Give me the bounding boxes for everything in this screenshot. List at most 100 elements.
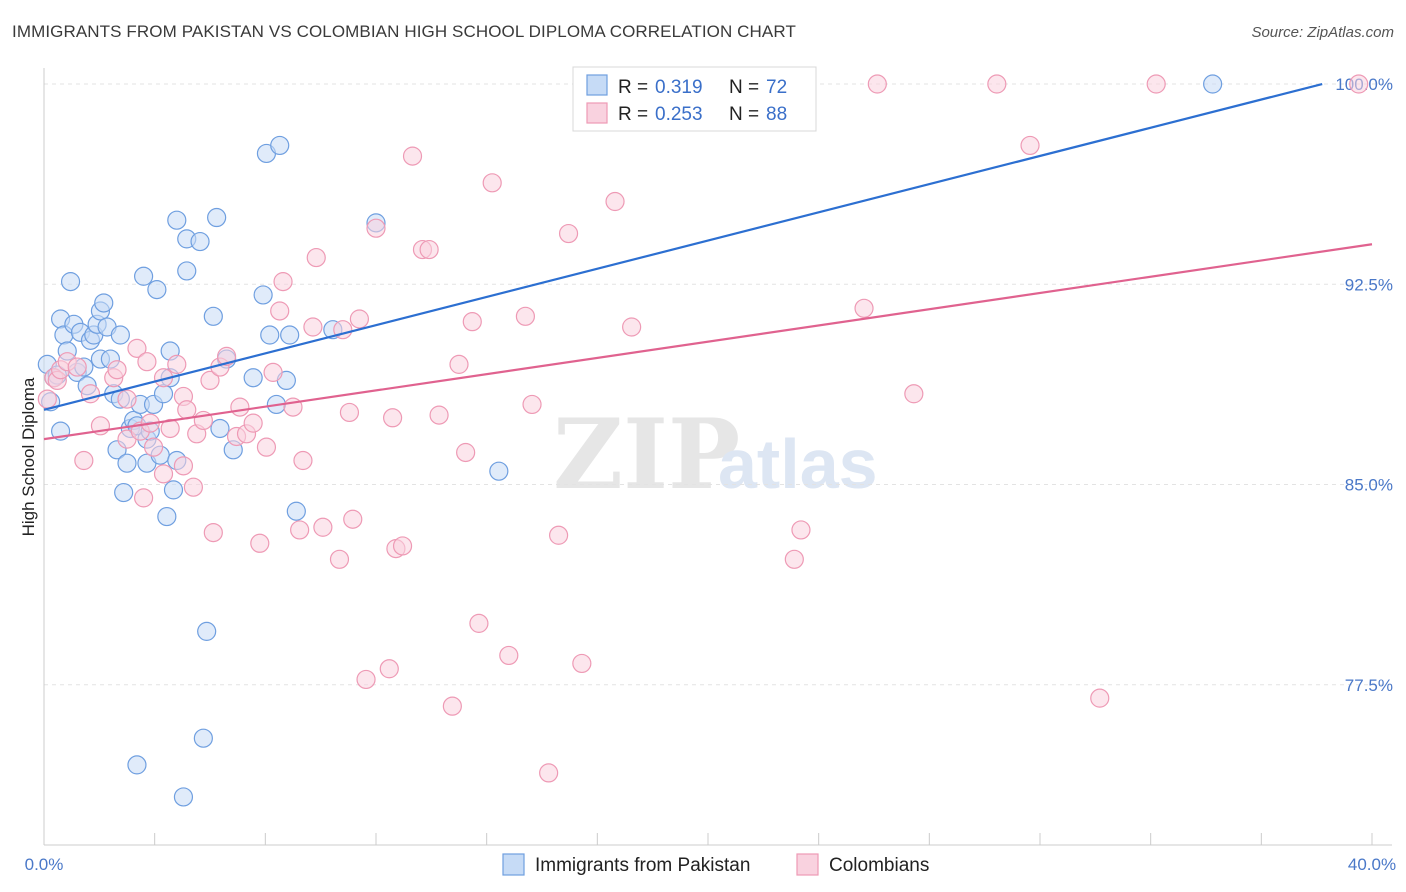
point-colombians-32 [217,346,237,366]
point-pakistan-51 [193,728,213,748]
point-colombians-5 [67,357,87,377]
point-colombians-46 [306,247,326,268]
point-colombians-16 [137,352,157,372]
point-pakistan-59 [253,285,273,305]
point-pakistan-8 [60,272,81,292]
point-pakistan-55 [210,418,230,439]
point-colombians-86 [1146,74,1166,94]
point-pakistan-41 [157,506,177,527]
point-colombians-45 [303,317,323,337]
point-colombians-39 [263,362,283,382]
trend-line-colombians [43,243,1373,441]
point-colombians-40 [270,301,290,321]
legend-r-label-2: R = [618,104,648,125]
point-colombians-63 [442,696,462,716]
point-pakistan-19 [94,293,114,313]
y-axis-label: High School Diploma [19,377,38,536]
point-colombians-74 [558,223,579,244]
bottom-legend-swatch-pakistan [502,853,525,876]
point-colombians-83 [987,74,1007,94]
top-legend-box [572,66,817,132]
y-tick-label-1: 92.5% [1345,275,1393,294]
gridlines [44,83,1392,686]
point-colombians-43 [290,520,310,540]
point-colombians-61 [419,239,439,260]
point-colombians-81 [867,74,887,94]
chart-source: Source: ZipAtlas.com [1251,24,1394,41]
legend-r-value-2: 0.253 [655,104,703,125]
point-colombians-79 [791,520,811,540]
top-legend: R = 0.319 N = 72 R = 0.253 N = 88 [572,66,817,132]
point-colombians-69 [499,645,519,666]
point-pakistan-26 [114,482,134,503]
point-colombians-52 [349,309,369,329]
point-colombians-21 [160,418,180,439]
point-colombians-75 [572,653,592,674]
point-colombians-41 [273,272,293,292]
point-pakistan-24 [110,325,130,345]
point-pakistan-53 [203,306,223,326]
point-pakistan-71 [1203,74,1223,94]
bottom-legend-label-pakistan: Immigrants from Pakistan [535,855,750,876]
point-pakistan-44 [163,480,184,500]
point-colombians-64 [449,354,469,374]
point-pakistan-54 [207,207,227,228]
point-colombians-26 [183,477,203,497]
point-pakistan-40 [153,384,174,404]
point-pakistan-50 [190,231,210,252]
point-colombians-10 [107,360,127,380]
point-colombians-67 [469,613,489,633]
point-colombians-22 [167,354,187,374]
point-pakistan-31 [127,755,147,775]
point-colombians-0 [37,389,57,409]
point-colombians-55 [379,659,399,679]
point-colombians-68 [482,173,502,193]
point-colombians-73 [548,525,569,545]
point-colombians-82 [904,384,924,404]
x-tick-min: 0.0% [25,855,64,874]
point-colombians-87 [1349,74,1369,94]
point-colombians-29 [200,370,220,391]
point-colombians-78 [784,549,804,569]
point-colombians-59 [402,146,423,166]
legend-n-value-1: 72 [766,77,787,98]
point-colombians-71 [522,394,542,415]
point-colombians-84 [1020,135,1040,156]
point-colombians-76 [605,191,625,212]
point-colombians-34 [230,397,250,417]
point-pakistan-69 [489,461,509,481]
point-colombians-15 [134,488,154,508]
watermark-zip: ZIP [553,398,740,511]
point-colombians-25 [177,400,197,420]
point-colombians-72 [539,763,559,783]
point-colombians-30 [203,522,223,543]
point-pakistan-45 [167,210,187,230]
y-tick-label-3: 77.5% [1345,676,1393,695]
point-pakistan-52 [197,621,217,641]
point-pakistan-47 [173,787,194,807]
point-colombians-44 [293,450,313,471]
point-colombians-37 [250,533,270,553]
point-colombians-13 [127,338,147,358]
point-colombians-65 [456,442,476,463]
point-pakistan-33 [134,266,154,286]
point-colombians-66 [462,312,482,332]
point-colombians-12 [117,389,137,409]
point-pakistan-63 [270,135,290,156]
point-colombians-62 [429,405,449,425]
series-colombians-points [37,74,1369,783]
point-colombians-80 [854,298,874,318]
point-pakistan-66 [286,501,306,521]
point-colombians-24 [173,456,194,476]
x-tick-max: 40.0% [1348,855,1396,874]
point-pakistan-61 [260,325,280,345]
legend-swatch-pakistan [586,74,608,96]
watermark-atlas: atlas [718,425,878,503]
point-colombians-85 [1090,688,1110,708]
point-colombians-47 [313,517,333,537]
point-colombians-18 [143,437,164,457]
y-tick-labels: 100.0%92.5%85.0%77.5% [1335,75,1393,695]
point-colombians-70 [515,306,536,326]
point-colombians-6 [74,450,94,471]
